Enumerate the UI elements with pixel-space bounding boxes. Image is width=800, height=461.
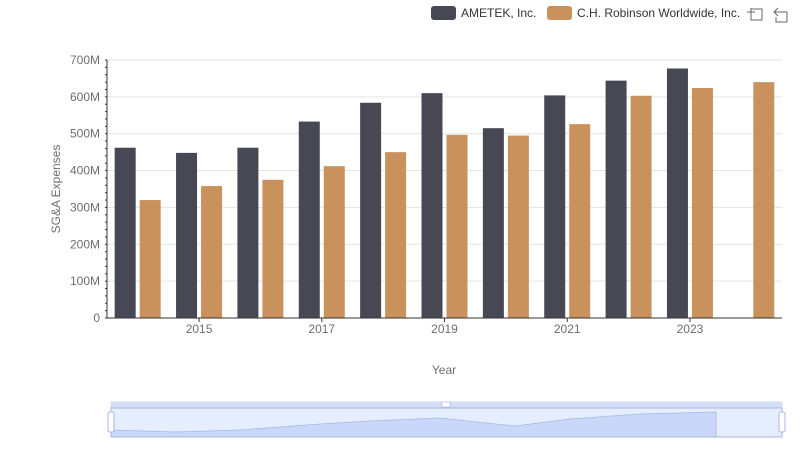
x-tick-label: 2015	[186, 322, 213, 336]
zoom-icon[interactable]	[747, 8, 763, 21]
y-tick-label: 200M	[70, 237, 100, 251]
bar-ch-robinson-2022[interactable]	[630, 95, 652, 318]
bar-ch-robinson-2015[interactable]	[201, 186, 223, 318]
bar-ch-robinson-2021[interactable]	[569, 124, 591, 318]
y-tick-label: 100M	[70, 274, 100, 288]
y-tick-label: 400M	[70, 164, 100, 178]
legend-item-ch-robinson[interactable]: C.H. Robinson Worldwide, Inc.	[547, 6, 740, 20]
y-tick-label: 0	[93, 311, 100, 325]
x-tick-label: 2023	[677, 322, 704, 336]
bar-ch-robinson-2019[interactable]	[446, 134, 468, 318]
bar-ametek-2018[interactable]	[360, 102, 382, 318]
legend-item-ametek[interactable]: AMETEK, Inc.	[431, 6, 536, 20]
bar-ametek-2014[interactable]	[114, 147, 136, 318]
data-zoom-handle-right[interactable]	[778, 411, 786, 433]
y-axis-title: SG&A Expenses	[49, 145, 63, 234]
bars	[114, 68, 775, 319]
y-tick-label: 500M	[70, 127, 100, 141]
data-zoom-selection	[110, 407, 783, 438]
y-tick-label: 300M	[70, 200, 100, 214]
bar-ch-robinson-2017[interactable]	[323, 166, 345, 318]
bar-ametek-2020[interactable]	[482, 128, 504, 318]
bar-ch-robinson-2023[interactable]	[691, 88, 713, 318]
bar-ch-robinson-2020[interactable]	[507, 135, 529, 318]
reset-icon[interactable]	[773, 7, 788, 23]
bar-ametek-2021[interactable]	[544, 95, 566, 318]
bar-ametek-2016[interactable]	[237, 147, 259, 318]
legend-swatch-ametek	[431, 6, 456, 20]
bar-ch-robinson-2014[interactable]	[139, 200, 161, 318]
bar-ametek-2023[interactable]	[666, 68, 688, 318]
bar-ch-robinson-2024[interactable]	[753, 82, 775, 318]
x-tick-label: 2019	[431, 322, 458, 336]
bar-ametek-2019[interactable]	[421, 93, 443, 319]
x-axis: 2015 2017 2019 2021 2023	[107, 317, 782, 336]
y-tick-label: 700M	[70, 53, 100, 67]
data-zoom-slider[interactable]	[107, 401, 786, 438]
x-tick-label: 2017	[308, 322, 335, 336]
x-tick-label: 2021	[554, 322, 581, 336]
bar-ch-robinson-2018[interactable]	[385, 152, 407, 318]
bar-ch-robinson-2016[interactable]	[262, 179, 284, 318]
x-axis-title: Year	[432, 363, 456, 377]
y-tick-label: 600M	[70, 90, 100, 104]
y-axis: 0 100M 200M 300M 400M 500M 600M 700M	[70, 53, 108, 325]
legend-swatch-ch-robinson	[547, 6, 572, 20]
bar-ametek-2022[interactable]	[605, 80, 627, 318]
legend: AMETEK, Inc. C.H. Robinson Worldwide, In…	[431, 6, 740, 20]
bar-ametek-2015[interactable]	[176, 152, 198, 318]
data-zoom-grip[interactable]	[441, 401, 451, 408]
data-zoom-handle-left[interactable]	[107, 411, 115, 433]
legend-label-ch-robinson: C.H. Robinson Worldwide, Inc.	[577, 6, 740, 20]
legend-label-ametek: AMETEK, Inc.	[461, 6, 536, 20]
bar-ametek-2017[interactable]	[298, 121, 320, 319]
